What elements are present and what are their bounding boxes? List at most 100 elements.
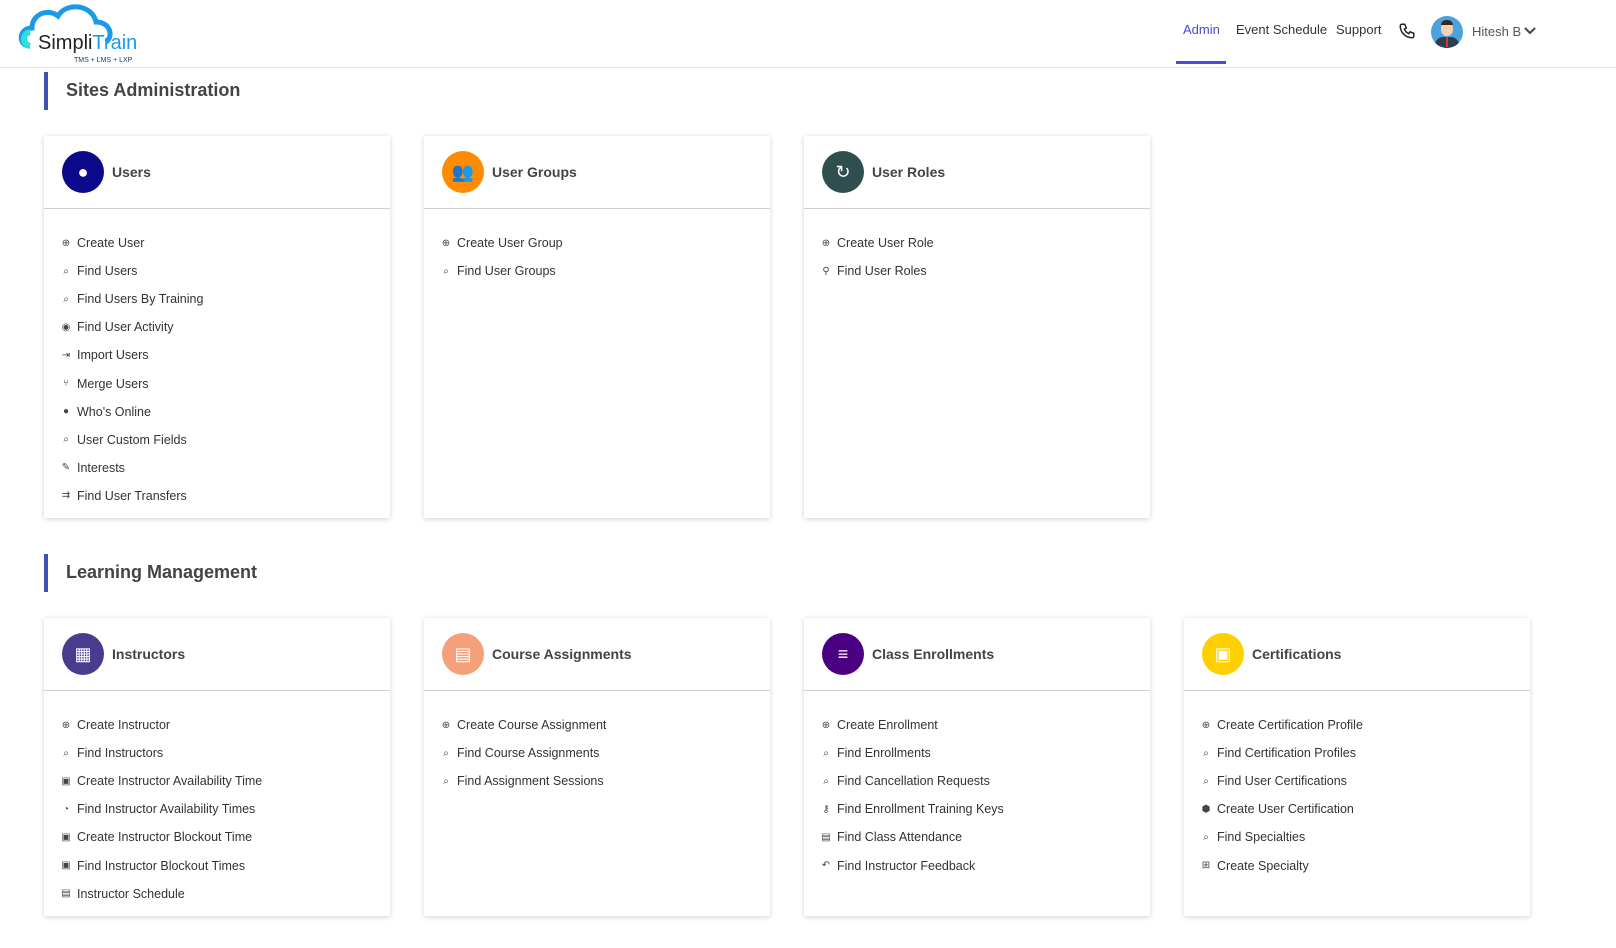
user-name[interactable]: Hitesh B <box>1472 24 1522 39</box>
menu-item-create-instructor-blockout-time[interactable]: ▣ Create Instructor Blockout Time <box>60 823 390 851</box>
menu-item-find-users-by-training[interactable]: ⌕ Find Users By Training <box>60 285 390 313</box>
search-doc-icon: ⌕ <box>823 775 829 787</box>
menu-item-label: Create Course Assignment <box>457 718 607 733</box>
search-user-icon: ⌕ <box>443 747 449 759</box>
menu-item-find-certification-profiles[interactable]: ⌕ Find Certification Profiles <box>1200 739 1530 767</box>
menu-item-label: Find Class Attendance <box>837 830 963 845</box>
plus-circle-icon: ⊕ <box>821 719 831 731</box>
menu-item-create-instructor[interactable]: ⊕ Create Instructor <box>60 711 390 739</box>
search-doc-icon: ⌕ <box>63 434 69 446</box>
menu-item-create-course-assignment[interactable]: ⊕ Create Course Assignment <box>440 711 770 739</box>
menu-item-create-certification-profile[interactable]: ⊕ Create Certification Profile <box>1200 711 1530 739</box>
menu-item-find-cancellation-requests[interactable]: ⌕ Find Cancellation Requests <box>820 767 1150 795</box>
card-instructors: ▦ Instructors ⊕ Create Instructor ⌕ Find Inst… <box>44 618 390 916</box>
menu-item-user-custom-fields[interactable]: ⌕ User Custom Fields <box>60 426 390 454</box>
menu-item-import-users[interactable]: ⇥ Import Users <box>60 341 390 369</box>
time-add-icon: ▣ <box>61 831 71 843</box>
logo-tagline: TMS + LMS + LXP <box>74 57 133 64</box>
menu-item-label: Find User Certifications <box>1217 774 1347 789</box>
menu-item-find-instructor-availability-times[interactable]: ◔ Find Instructor Availability Times <box>60 795 390 823</box>
card-header: ↻ User Roles <box>804 136 1150 209</box>
phone-icon[interactable] <box>1398 22 1416 40</box>
user-circle-icon: ● <box>62 151 104 193</box>
menu-item-find-instructors[interactable]: ⌕ Find Instructors <box>60 739 390 767</box>
card-title: User Roles <box>872 164 946 180</box>
nav-event-schedule[interactable]: Event Schedule <box>1236 22 1328 37</box>
menu-item-find-user-activity[interactable]: ◉ Find User Activity <box>60 313 390 341</box>
time-add-icon: ▣ <box>61 775 71 787</box>
menu-item-label: Create Specialty <box>1217 858 1309 873</box>
top-navbar: SimpliTrain TMS + LMS + LXP Admin Event … <box>0 0 1616 68</box>
menu-item-label: Create Enrollment <box>837 718 938 733</box>
menu-item-instructor-schedule[interactable]: ▤ Instructor Schedule <box>60 880 390 908</box>
menu-item-find-user-groups[interactable]: ⌕ Find User Groups <box>440 257 770 285</box>
menu-item-who-s-online[interactable]: ● Who's Online <box>60 398 390 426</box>
certificate-icon: ▣ <box>1202 633 1244 675</box>
menu-item-create-enrollment[interactable]: ⊕ Create Enrollment <box>820 711 1150 739</box>
menu-item-create-user-group[interactable]: ⊕ Create User Group <box>440 229 770 257</box>
simplitrain-logo[interactable]: SimpliTrain TMS + LMS + LXP <box>18 2 148 66</box>
menu-item-find-course-assignments[interactable]: ⌕ Find Course Assignments <box>440 739 770 767</box>
menu-item-find-instructor-blockout-times[interactable]: ▣ Find Instructor Blockout Times <box>60 851 390 879</box>
menu-item-find-users[interactable]: ⌕ Find Users <box>60 257 390 285</box>
merge-icon: ⑂ <box>63 378 69 390</box>
search-user-icon: ⌕ <box>823 747 829 759</box>
menu-item-label: Find Instructors <box>77 746 164 761</box>
cloud-logo-icon <box>18 4 113 49</box>
card-header: ≡ Class Enrollments <box>804 618 1150 691</box>
menu-item-find-user-roles[interactable]: ⚲ Find User Roles <box>820 257 1150 285</box>
menu-item-interests[interactable]: ✎ Interests <box>60 454 390 482</box>
menu-item-create-instructor-availability-time[interactable]: ▣ Create Instructor Availability Time <box>60 767 390 795</box>
menu-item-label: Create Instructor Blockout Time <box>77 830 253 845</box>
menu-item-label: Merge Users <box>77 376 149 391</box>
avatar[interactable] <box>1431 16 1463 48</box>
menu-item-label: Find User Roles <box>837 264 927 279</box>
menu-item-label: Find Instructor Availability Times <box>77 802 256 817</box>
clock-icon: ◔ <box>62 803 70 815</box>
menu-item-label: Find Assignment Sessions <box>457 774 604 789</box>
menu-item-find-enrollments[interactable]: ⌕ Find Enrollments <box>820 739 1150 767</box>
menu-item-find-assignment-sessions[interactable]: ⌕ Find Assignment Sessions <box>440 767 770 795</box>
menu-item-find-user-certifications[interactable]: ⌕ Find User Certifications <box>1200 767 1530 795</box>
menu-item-label: Find Users By Training <box>77 292 204 307</box>
menu-item-find-enrollment-training-keys[interactable]: ⚷ Find Enrollment Training Keys <box>820 795 1150 823</box>
nav-admin[interactable]: Admin <box>1183 22 1220 37</box>
menu-item-create-user[interactable]: ⊕ Create User <box>60 229 390 257</box>
menu-item-label: Create User Role <box>837 236 934 251</box>
transfer-icon: ⇉ <box>61 490 71 502</box>
pencil-icon: ✎ <box>61 462 71 474</box>
calendar-icon: ▤ <box>821 831 831 843</box>
card-title: Course Assignments <box>492 646 632 662</box>
card-user-groups: 👥 User Groups ⊕ Create User Group ⌕ Find User… <box>424 136 770 518</box>
menu-item-find-user-transfers[interactable]: ⇉ Find User Transfers <box>60 482 390 510</box>
search-user-icon: ⌕ <box>1203 747 1209 759</box>
menu-item-find-class-attendance[interactable]: ▤ Find Class Attendance <box>820 823 1150 851</box>
menu-item-find-instructor-feedback[interactable]: ↶ Find Instructor Feedback <box>820 851 1150 879</box>
card-header: ▦ Instructors <box>44 618 390 691</box>
nav-support[interactable]: Support <box>1336 22 1382 37</box>
chevron-down-icon[interactable] <box>1523 26 1537 36</box>
role-icon: ↻ <box>822 151 864 193</box>
menu-item-label: Find Instructor Blockout Times <box>77 858 246 873</box>
menu-item-merge-users[interactable]: ⑂ Merge Users <box>60 369 390 397</box>
menu-item-create-user-certification[interactable]: ⬢ Create User Certification <box>1200 795 1530 823</box>
menu-item-label: Interests <box>77 460 125 475</box>
menu-item-label: Find Enrollments <box>837 746 931 761</box>
section-title: Sites Administration <box>44 72 240 110</box>
menu-item-label: Create User <box>77 236 145 251</box>
card-title: User Groups <box>492 164 577 180</box>
card-header: ▤ Course Assignments <box>424 618 770 691</box>
menu-item-find-specialties[interactable]: ⌕ Find Specialties <box>1200 823 1530 851</box>
card-course-assignments: ▤ Course Assignments ⊕ Create Course Assign… <box>424 618 770 916</box>
reply-icon: ↶ <box>821 860 831 872</box>
menu-item-label: Find Specialties <box>1217 830 1306 845</box>
menu-item-label: Create User Group <box>457 236 563 251</box>
badge-icon: ⬢ <box>1201 803 1211 815</box>
search-user-icon: ⌕ <box>1203 775 1209 787</box>
menu-item-create-user-role[interactable]: ⊕ Create User Role <box>820 229 1150 257</box>
menu-item-label: Create Instructor Availability Time <box>77 774 263 789</box>
menu-item-label: Find Cancellation Requests <box>837 774 990 789</box>
menu-item-create-specialty[interactable]: ⊞ Create Specialty <box>1200 851 1530 879</box>
card-title: Class Enrollments <box>872 646 995 662</box>
plus-circle-icon: ⊕ <box>441 719 451 731</box>
